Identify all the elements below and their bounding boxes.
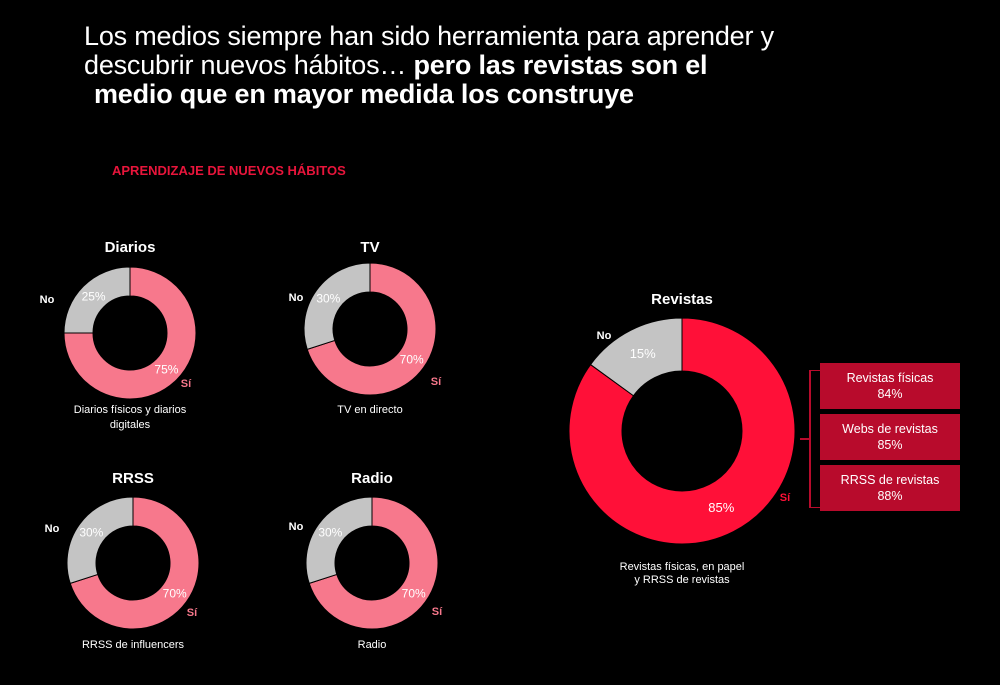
- value-label-no: 15%: [630, 346, 656, 361]
- chart-caption: TV en directo: [337, 404, 402, 416]
- slice-no: [589, 317, 683, 397]
- value-label-no: 30%: [318, 526, 342, 540]
- breakdown-value: 84%: [877, 387, 903, 401]
- value-label-no: 30%: [79, 526, 103, 540]
- breakdown-box-webs-de-revistas: Webs de revistas 85%: [820, 414, 960, 460]
- chart-caption: digitales: [110, 419, 151, 431]
- breakdown-bracket: [800, 370, 820, 508]
- breakdown-value: 85%: [877, 438, 903, 452]
- label-no: No: [597, 330, 612, 342]
- chart-title: Revistas: [651, 291, 713, 308]
- slice-no: [305, 496, 373, 585]
- label-si: Sí: [431, 376, 442, 388]
- label-no: No: [45, 523, 60, 535]
- chart-caption: RRSS de influencers: [82, 639, 185, 651]
- breakdown-value: 88%: [877, 489, 903, 503]
- donut-chart-diarios: 75% 25% Diarios No Sí Diarios físicos y diari…: [40, 239, 197, 431]
- headline-line-3: medio que en mayor medida los construye: [84, 80, 844, 109]
- value-label-si: 70%: [163, 586, 187, 600]
- chart-caption: Diarios físicos y diarios: [74, 404, 187, 416]
- section-title: APRENDIZAJE DE NUEVOS HÁBITOS: [112, 163, 346, 178]
- chart-caption: Radio: [358, 639, 387, 651]
- label-si: Sí: [187, 607, 198, 619]
- chart-title: TV: [360, 239, 379, 256]
- breakdown-box-revistas-fisicas: Revistas físicas 84%: [820, 363, 960, 409]
- label-no: No: [289, 292, 304, 304]
- donut-chart-radio: 70% 30% Radio No Sí Radio: [289, 470, 443, 651]
- chart-caption: Revistas físicas, en papel: [620, 561, 745, 573]
- slice-no: [66, 496, 134, 585]
- slice-si: [306, 262, 437, 396]
- value-label-si: 75%: [154, 362, 178, 376]
- value-label-no: 25%: [82, 290, 106, 304]
- label-si: Sí: [181, 378, 192, 390]
- chart-title: RRSS: [112, 470, 154, 487]
- breakdown-label: RRSS de revistas: [840, 473, 940, 487]
- value-label-no: 30%: [316, 292, 340, 306]
- headline-line-1: Los medios siempre han sido herramienta …: [84, 21, 774, 51]
- slice-no: [63, 266, 131, 334]
- donut-chart-tv: 70% 30% TV No Sí TV en directo: [289, 239, 442, 416]
- value-label-si: 70%: [402, 586, 426, 600]
- slice-si: [69, 496, 200, 630]
- headline-line-2-regular: descubrir nuevos hábitos…: [84, 50, 414, 80]
- chart-caption: y RRSS de revistas: [634, 574, 730, 586]
- slice-si: [63, 266, 197, 400]
- breakdown-label: Revistas físicas: [846, 371, 934, 385]
- headline-line-2-bold: pero las revistas son el: [413, 50, 708, 80]
- breakdown-label: Webs de revistas: [842, 422, 938, 436]
- value-label-si: 85%: [708, 500, 734, 515]
- chart-title: Radio: [351, 470, 393, 487]
- breakdown-box-rrss-de-revistas: RRSS de revistas 88%: [820, 465, 960, 511]
- donut-chart-revistas: 85% 15% Revistas No Sí Revistas físicas, en p…: [568, 291, 796, 586]
- label-si: Sí: [780, 492, 791, 504]
- headline: Los medios siempre han sido herramienta …: [84, 22, 844, 109]
- donut-chart-rrss: 70% 30% RRSS No Sí RRSS de influencers: [45, 470, 200, 651]
- label-no: No: [40, 294, 55, 306]
- label-no: No: [289, 521, 304, 533]
- label-si: Sí: [432, 606, 443, 618]
- value-label-si: 70%: [400, 352, 424, 366]
- slice-no: [303, 262, 371, 351]
- slice-si: [308, 496, 439, 630]
- chart-title: Diarios: [105, 239, 156, 256]
- slice-si: [568, 317, 796, 545]
- headline-line-3-bold: medio que en mayor medida los construye: [94, 79, 634, 109]
- headline-line-2: descubrir nuevos hábitos… pero las revis…: [84, 51, 844, 80]
